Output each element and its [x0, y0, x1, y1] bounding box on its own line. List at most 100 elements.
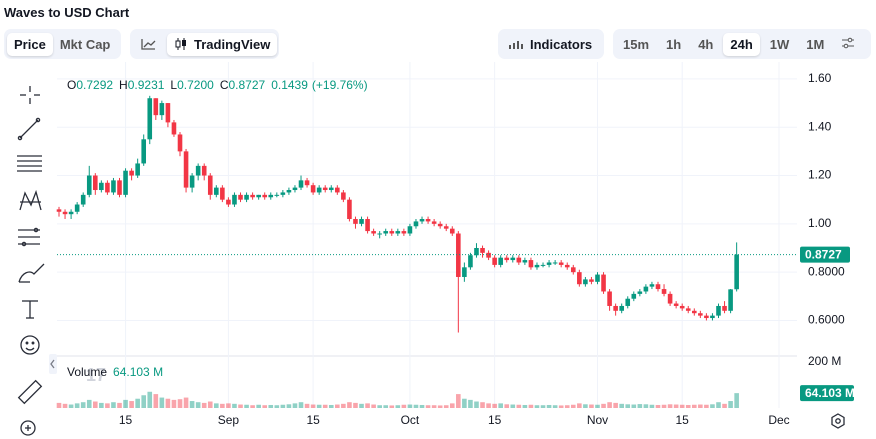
trend-line-tool[interactable] [17, 117, 41, 141]
candle-body [425, 219, 431, 222]
pattern-tool[interactable] [19, 189, 42, 211]
volume-bar [153, 394, 159, 408]
volume-bar [159, 397, 165, 408]
candle-body [625, 298, 631, 306]
volume-bar [274, 405, 280, 408]
emoji-tool[interactable] [20, 335, 40, 355]
volume-bar [62, 403, 68, 408]
volume-bar [335, 404, 340, 408]
volume-bar [595, 404, 600, 408]
candle-body [534, 264, 540, 268]
volume-bar [570, 404, 576, 408]
volume-bar [304, 403, 310, 408]
candle-body [244, 194, 249, 200]
volume-bar [68, 404, 74, 408]
zoom-tool[interactable] [20, 420, 36, 436]
volume-bar [93, 401, 98, 408]
candle-body [522, 260, 528, 263]
volume-bar [655, 404, 661, 408]
indicators-button[interactable]: Indicators [501, 33, 599, 56]
interval-button[interactable]: 24h [723, 32, 760, 56]
candle-body [183, 151, 189, 188]
collapse-handle[interactable] [49, 354, 57, 374]
settings-sliders-icon [842, 37, 855, 48]
line-chart-button[interactable] [133, 33, 163, 55]
candle-body [589, 279, 594, 282]
brush-tool[interactable] [18, 263, 45, 283]
candle-body [649, 284, 655, 287]
volume-bar [401, 404, 407, 408]
candle-body [371, 231, 376, 234]
candle-body [546, 262, 552, 265]
volume-bar [492, 403, 497, 408]
volume-bar [564, 405, 570, 408]
ohlc-legend: O0.7292 H0.9231 L0.7200 C0.8727 0.1439 (+19.7… [67, 78, 368, 92]
x-tick-label: 15 [676, 413, 690, 427]
candle-body [298, 180, 304, 188]
x-tick-label: Dec [768, 413, 789, 427]
candle-body [347, 199, 352, 220]
candle-body [679, 305, 685, 309]
volume-bar [80, 402, 86, 408]
volume-bar [534, 405, 540, 408]
candle-body [250, 194, 255, 198]
toggle-mkt-cap[interactable]: Mkt Cap [59, 36, 111, 52]
last-volume-badge [800, 385, 854, 402]
volume-bar [232, 403, 237, 408]
interval-button[interactable]: 1h [666, 36, 682, 52]
x-tick-label: 15 [119, 413, 133, 427]
settings-icon[interactable] [831, 413, 845, 429]
chart-settings-button[interactable] [834, 33, 862, 56]
interval-button[interactable]: 4h [698, 36, 714, 52]
volume-legend: Volume 64.103 M [67, 365, 163, 379]
volume-bar [637, 404, 643, 408]
legend-key: O [67, 78, 76, 92]
volume-bar [220, 403, 225, 408]
candle-body [710, 315, 715, 319]
text-tool[interactable] [22, 300, 38, 319]
candle-body [74, 204, 80, 212]
last-price-badge [800, 246, 850, 263]
candle-body [449, 228, 455, 234]
tradingview-button[interactable]: TradingView [167, 32, 278, 56]
volume-bar [643, 404, 649, 408]
crosshair-tool[interactable] [20, 86, 40, 104]
x-tick-label: Sep [218, 413, 240, 427]
volume-bar [679, 404, 685, 408]
candle-body [601, 274, 606, 292]
candle-body [353, 219, 358, 224]
candle-body [226, 199, 231, 205]
volume-bar [123, 399, 128, 408]
candle-body [468, 255, 473, 268]
candle-body [171, 122, 177, 135]
volume-bar [117, 402, 122, 408]
volume-bar [207, 401, 213, 408]
interval-button[interactable]: 15m [623, 36, 650, 52]
volume-bar [262, 405, 268, 408]
volume-bar [201, 402, 207, 408]
candle-body [232, 194, 237, 205]
candle-body [68, 211, 74, 215]
prediction-tool[interactable] [18, 227, 40, 247]
interval-button[interactable]: 1M [806, 36, 825, 52]
volume-bar [292, 403, 298, 408]
toggle-price[interactable]: Price [7, 32, 53, 56]
interval-button[interactable]: 1W [769, 36, 790, 52]
measure-tool[interactable] [17, 379, 43, 405]
candle-body [141, 139, 147, 164]
candle-body [268, 194, 274, 198]
fib-tool[interactable] [17, 155, 42, 172]
volume-bar [691, 404, 697, 408]
candle-body [443, 226, 449, 229]
candle-body [637, 291, 643, 294]
candle-body [462, 267, 467, 277]
candle-body [117, 180, 122, 195]
x-tick-label: 15 [488, 413, 502, 427]
candle-body [516, 257, 522, 263]
volume-bar [710, 404, 715, 408]
candle-body [383, 231, 389, 234]
candle-body [189, 175, 195, 188]
candle-body [280, 192, 286, 195]
volume-bar [558, 405, 564, 408]
